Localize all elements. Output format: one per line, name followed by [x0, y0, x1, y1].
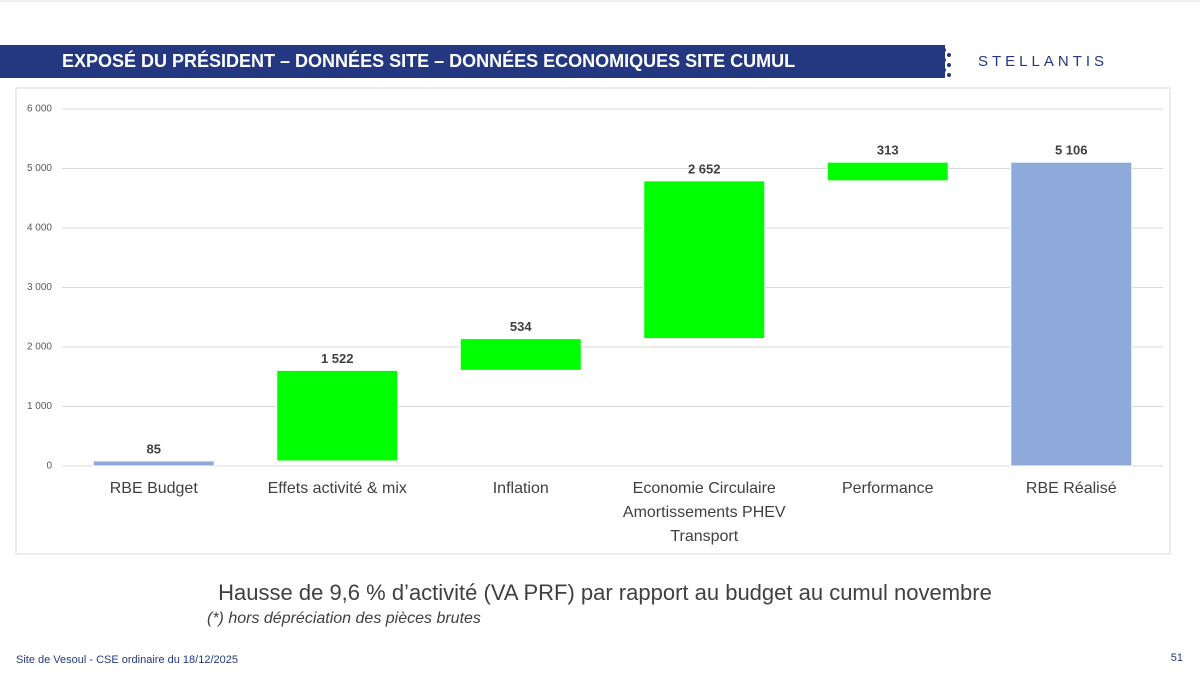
data-label: 2 652: [688, 161, 721, 176]
data-label: 534: [510, 319, 532, 334]
y-tick-label: 0: [46, 461, 52, 472]
bar: [1010, 161, 1133, 467]
data-label: 1 522: [321, 351, 354, 366]
bar: [92, 460, 215, 467]
title-band: [0, 45, 945, 78]
logo-dots: [942, 48, 951, 77]
data-label: 5 106: [1055, 143, 1088, 158]
data-label: 313: [877, 143, 899, 158]
page-number: 51: [1171, 652, 1183, 664]
x-tick-label: Economie Circulaire Amortissements PHEV Tr…: [623, 480, 786, 545]
x-tick-label: Inflation: [493, 480, 549, 497]
logo: STELLANTIS: [978, 53, 1108, 70]
y-tick-label: 4 000: [27, 223, 52, 234]
y-tick-label: 2 000: [27, 342, 52, 353]
y-tick-label: 1 000: [27, 401, 52, 412]
data-label: 85: [147, 441, 161, 456]
y-tick-label: 5 000: [27, 163, 52, 174]
bar: [826, 161, 949, 182]
bar: [276, 369, 399, 462]
y-tick-label: 6 000: [27, 104, 52, 115]
x-tick-label: Effets activité & mix: [268, 480, 407, 497]
slide-title: EXPOSÉ DU PRÉSIDENT – DONNÉES SITE – DON…: [62, 50, 795, 71]
x-tick-label: RBE Budget: [110, 480, 199, 497]
chart: 0 1 000 2 000 3 000 4 000 5 000 6 000 85 RBE Bud…: [27, 104, 1163, 545]
bar: [459, 338, 582, 371]
caption-note: (*) hors dépréciation des pièces brutes: [207, 610, 481, 627]
bar: [643, 180, 766, 340]
footer-text: Site de Vesoul - CSE ordinaire du 18/12/…: [16, 654, 238, 666]
x-tick-label: Performance: [842, 480, 934, 497]
chart-frame: [15, 87, 1171, 555]
caption: Hausse de 9,6 % d’activité (VA PRF) par …: [218, 580, 992, 605]
y-tick-label: 3 000: [27, 282, 52, 293]
x-tick-label: RBE Réalisé: [1026, 480, 1117, 497]
